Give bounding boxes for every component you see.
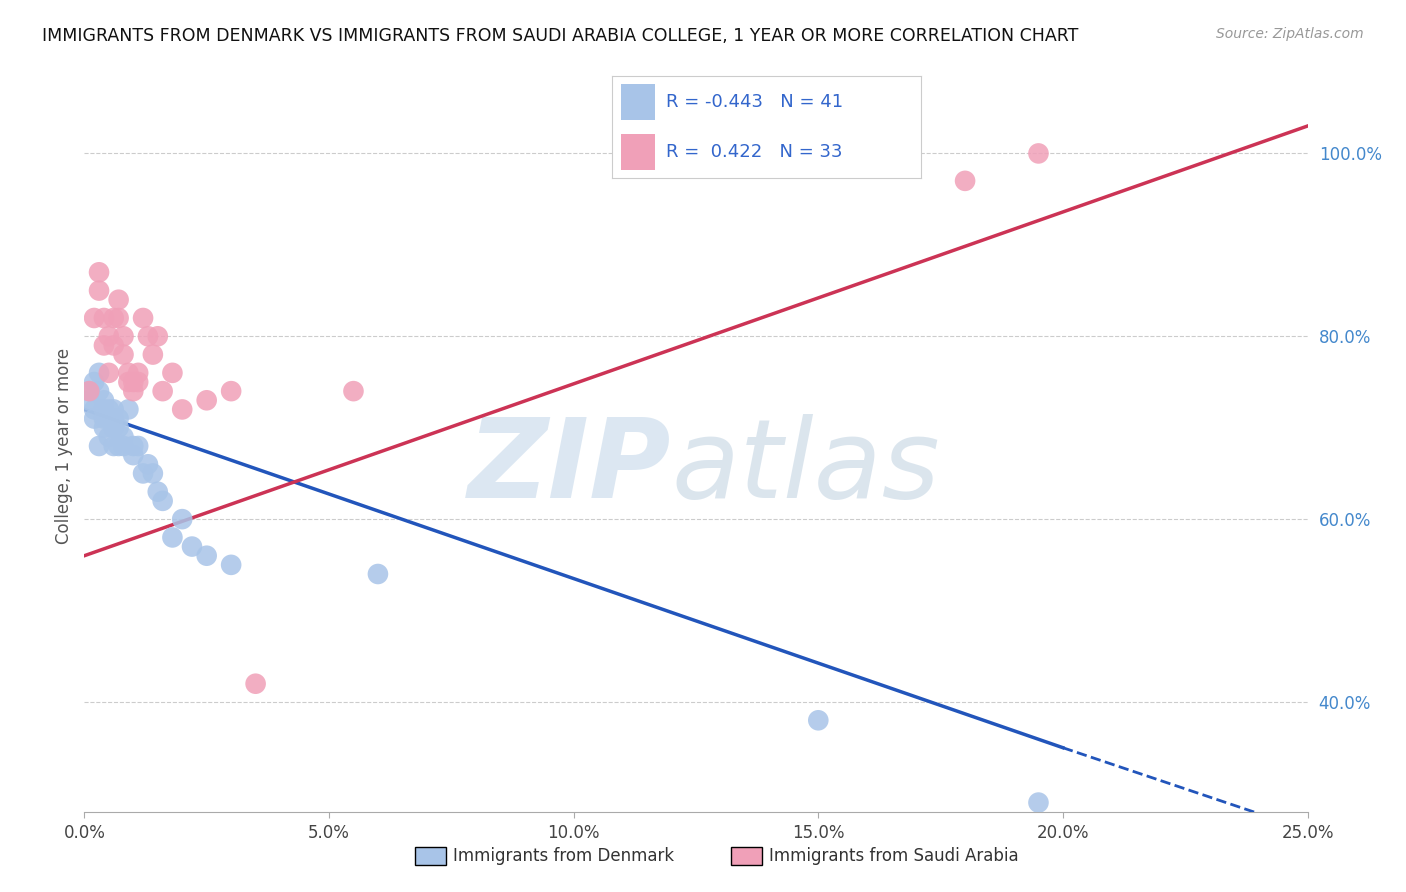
Point xyxy=(142,467,165,481)
Point xyxy=(77,393,100,408)
Point xyxy=(117,366,139,380)
Point xyxy=(195,549,218,563)
Point xyxy=(953,174,976,188)
Point xyxy=(112,347,135,362)
Point xyxy=(83,411,105,425)
Point xyxy=(136,457,159,471)
Point xyxy=(112,329,135,343)
Text: Immigrants from Denmark: Immigrants from Denmark xyxy=(453,847,673,865)
Point xyxy=(87,284,110,298)
Point xyxy=(195,393,218,408)
Point xyxy=(77,384,100,399)
Point xyxy=(122,448,145,462)
Point xyxy=(162,530,184,544)
Point xyxy=(107,411,129,425)
Point xyxy=(152,384,174,399)
Point xyxy=(93,402,115,417)
Point xyxy=(219,558,242,572)
Point xyxy=(93,311,115,326)
Point xyxy=(142,347,165,362)
Point xyxy=(93,393,115,408)
Point xyxy=(107,421,129,435)
Text: Source: ZipAtlas.com: Source: ZipAtlas.com xyxy=(1216,27,1364,41)
Text: R = -0.443   N = 41: R = -0.443 N = 41 xyxy=(666,93,842,111)
Point xyxy=(122,439,145,453)
Point xyxy=(172,512,194,526)
Text: Immigrants from Saudi Arabia: Immigrants from Saudi Arabia xyxy=(769,847,1019,865)
Point xyxy=(97,366,120,380)
Point xyxy=(162,366,184,380)
Point xyxy=(87,384,110,399)
Point xyxy=(83,402,105,417)
Point xyxy=(342,384,364,399)
Point xyxy=(107,293,129,307)
Point xyxy=(87,366,110,380)
Point xyxy=(103,311,125,326)
Point xyxy=(83,375,105,389)
Point xyxy=(87,265,110,279)
Point xyxy=(132,311,155,326)
Point xyxy=(87,439,110,453)
Text: ZIP: ZIP xyxy=(468,415,672,522)
Point xyxy=(97,402,120,417)
Point xyxy=(219,384,242,399)
Point xyxy=(103,338,125,352)
Point xyxy=(103,411,125,425)
Point xyxy=(93,338,115,352)
Point xyxy=(172,402,194,417)
Point xyxy=(77,384,100,399)
Point xyxy=(146,329,169,343)
Point xyxy=(103,402,125,417)
Point xyxy=(112,439,135,453)
Point xyxy=(117,375,139,389)
Point xyxy=(107,311,129,326)
Point xyxy=(136,329,159,343)
Text: atlas: atlas xyxy=(672,415,941,522)
Point xyxy=(1028,796,1050,810)
Point xyxy=(245,676,267,690)
Point xyxy=(117,402,139,417)
Point xyxy=(107,439,129,453)
Point xyxy=(122,384,145,399)
Point xyxy=(97,329,120,343)
Point xyxy=(367,567,389,582)
Point xyxy=(1028,146,1050,161)
Point xyxy=(122,375,145,389)
Text: IMMIGRANTS FROM DENMARK VS IMMIGRANTS FROM SAUDI ARABIA COLLEGE, 1 YEAR OR MORE : IMMIGRANTS FROM DENMARK VS IMMIGRANTS FR… xyxy=(42,27,1078,45)
Point xyxy=(807,714,830,728)
Point xyxy=(97,430,120,444)
Point xyxy=(152,494,174,508)
Point xyxy=(112,430,135,444)
Point xyxy=(97,411,120,425)
Bar xyxy=(621,135,655,170)
Point xyxy=(103,421,125,435)
Point xyxy=(83,311,105,326)
Text: R =  0.422   N = 33: R = 0.422 N = 33 xyxy=(666,144,842,161)
Point xyxy=(93,411,115,425)
Point xyxy=(181,540,204,554)
Point xyxy=(103,439,125,453)
Bar xyxy=(621,84,655,120)
Point xyxy=(127,439,149,453)
Point xyxy=(132,467,155,481)
Y-axis label: College, 1 year or more: College, 1 year or more xyxy=(55,348,73,544)
Point xyxy=(127,366,149,380)
Point xyxy=(93,421,115,435)
Point xyxy=(146,484,169,499)
Point xyxy=(127,375,149,389)
